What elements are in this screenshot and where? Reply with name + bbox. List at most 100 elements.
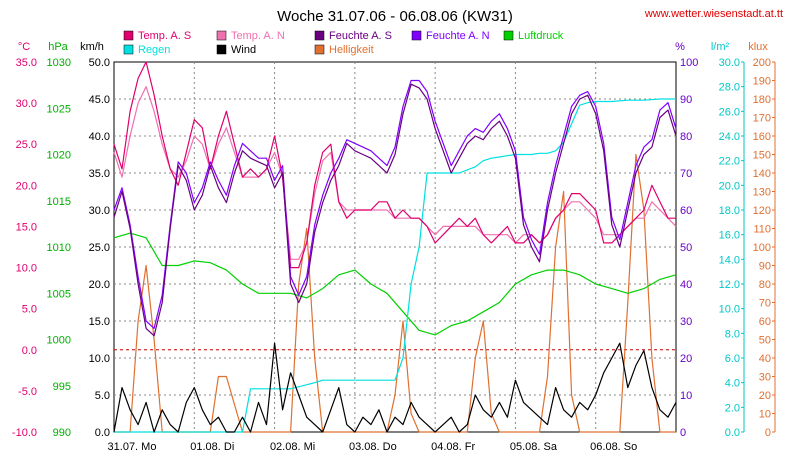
rain-tick-label: 6.0 [725,353,740,365]
light-tick-label: 170 [753,113,771,125]
rain-tick-label: 24.0 [719,131,740,143]
legend: Temp. A. S Temp. A. N Feuchte A. S Feuchte … [123,30,564,56]
legend-swatch [314,30,325,41]
wind-tick-label: 25.0 [89,242,110,254]
humidity-tick-label: 40 [680,279,692,291]
legend-swatch [123,30,134,41]
light-tick-label: 80 [759,279,771,291]
legend-label: Feuchte A. S [329,30,392,42]
light-tick-label: 70 [759,298,771,310]
rain-tick-label: 26.0 [719,106,740,118]
pressure-tick-label: 1015 [47,196,71,208]
legend-label: Feuchte A. N [426,30,490,42]
series-luftdruck-line [113,232,677,336]
humidity-tick-label: 0 [680,427,686,439]
light-tick-label: 100 [753,242,771,254]
chart-title: Woche 31.07.06 - 06.08.06 (KW31) [277,8,513,25]
wind-tick-label: 5.0 [95,390,110,402]
light-tick-label: 0 [765,427,771,439]
pressure-tick-label: 990 [53,427,71,439]
light-tick-label: 130 [753,187,771,199]
humidity-tick-label: 30 [680,316,692,328]
humidity-tick-label: 10 [680,390,692,402]
series-temp-a-s-line [113,61,676,269]
light-tick-label: 50 [759,335,771,347]
light-tick-label: 120 [753,205,771,217]
series-feuchte-a-n-line [113,79,677,329]
light-tick-label: 160 [753,131,771,143]
light-tick-label: 110 [753,224,771,236]
x-tick-label: 31.07. Mo [108,441,157,453]
plot-area [113,61,677,433]
legend-swatch [216,30,227,41]
pressure-tick-label: 1010 [47,242,71,254]
rain-tick-label: 30.0 [719,57,740,69]
rain-tick-label: 10.0 [719,304,740,316]
series-wind-line [113,342,677,433]
legend-swatch [411,30,422,41]
temp-tick-label: 30.0 [16,98,37,110]
rain-tick-label: 12.0 [719,279,740,291]
humidity-unit-label: % [675,41,685,53]
pressure-tick-label: 1030 [47,57,71,69]
light-tick-label: 40 [759,353,771,365]
temp-tick-label: -5.0 [18,386,37,398]
series-feuchte-a-s-line [113,83,677,337]
legend-swatch [123,44,134,55]
legend-label: Temp. A. S [138,30,191,42]
wind-tick-label: 0.0 [95,427,110,439]
temp-tick-label: 20.0 [16,180,37,192]
rain-unit-label: l/m² [711,41,730,53]
light-tick-label: 180 [753,94,771,106]
light-tick-label: 90 [759,261,771,273]
light-tick-label: 10 [759,409,771,421]
rain-tick-label: 4.0 [725,378,740,390]
temp-tick-label: -10.0 [12,427,37,439]
humidity-tick-label: 100 [680,57,698,69]
x-tick-label: 02.08. Mi [270,441,315,453]
wind-tick-label: 35.0 [89,168,110,180]
temp-unit-label: °C [18,41,30,53]
x-tick-label: 04.08. Fr [431,441,475,453]
pressure-tick-label: 995 [53,381,71,393]
light-tick-label: 190 [753,76,771,88]
rain-tick-label: 2.0 [725,402,740,414]
rain-tick-label: 16.0 [719,230,740,242]
humidity-tick-label: 70 [680,168,692,180]
x-tick-label: 05.08. Sa [510,441,558,453]
light-tick-label: 140 [753,168,771,180]
temp-tick-label: 0.0 [22,345,37,357]
legend-label: Helligkeit [329,44,374,56]
wind-tick-label: 45.0 [89,94,110,106]
wind-unit-label: km/h [80,41,104,53]
legend-label: Luftdruck [518,30,564,42]
wind-tick-label: 10.0 [89,353,110,365]
legend-label: Wind [231,44,256,56]
axes: °C 35.0 30.0 25.0 20.0 15.0 10.0 5.0 0.0 -5.0 -10.… [12,41,776,453]
pressure-tick-label: 1020 [47,150,71,162]
wind-tick-label: 40.0 [89,131,110,143]
pressure-unit-label: hPa [48,41,68,53]
light-tick-label: 20 [759,390,771,402]
x-tick-label: 06.08. So [590,441,637,453]
humidity-tick-label: 50 [680,242,692,254]
wind-tick-label: 50.0 [89,57,110,69]
rain-tick-label: 22.0 [719,156,740,168]
legend-swatch [216,44,227,55]
humidity-tick-label: 60 [680,205,692,217]
pressure-tick-label: 1000 [47,335,71,347]
temp-tick-label: 5.0 [22,304,37,316]
temp-tick-label: 25.0 [16,139,37,151]
light-tick-label: 30 [759,372,771,384]
x-tick-label: 03.08. Do [349,441,397,453]
series-regen-line [114,98,676,433]
pressure-tick-label: 1005 [47,288,71,300]
site-url: www.wetter.wiesenstadt.at.tt [644,8,783,20]
rain-tick-label: 8.0 [725,328,740,340]
x-tick-label: 01.08. Di [190,441,234,453]
pressure-tick-label: 1025 [47,103,71,115]
rain-tick-label: 14.0 [719,254,740,266]
wind-tick-label: 20.0 [89,279,110,291]
humidity-tick-label: 90 [680,94,692,106]
